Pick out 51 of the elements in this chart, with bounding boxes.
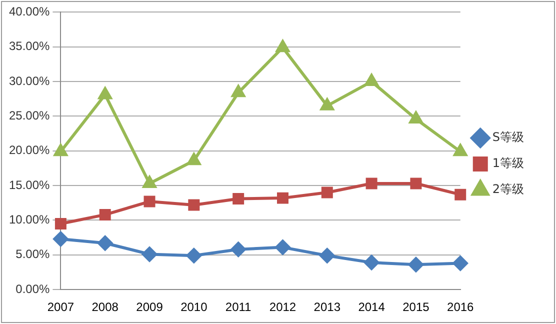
- point: [98, 236, 113, 251]
- point: [452, 256, 468, 271]
- point: [99, 208, 111, 220]
- point: [410, 178, 422, 190]
- x-tick-label: 2008: [92, 300, 119, 314]
- y-tick-label: 15.00%: [8, 178, 50, 192]
- y-tick-label: 0.00%: [16, 282, 50, 296]
- point: [144, 196, 156, 208]
- point: [142, 246, 158, 262]
- point: [276, 40, 290, 52]
- point: [364, 255, 380, 270]
- point: [142, 176, 156, 188]
- x-tick-label: 2010: [180, 300, 208, 314]
- point: [366, 178, 378, 190]
- point: [408, 257, 424, 272]
- point: [187, 153, 201, 166]
- point: [364, 74, 378, 86]
- y-tick-label: 25.00%: [8, 108, 50, 123]
- point: [454, 188, 466, 200]
- x-tick-label: 2012: [269, 300, 296, 314]
- point: [454, 144, 468, 156]
- point: [230, 242, 246, 257]
- x-tick-label: 2011: [225, 300, 252, 314]
- point: [320, 248, 335, 264]
- point: [232, 85, 246, 98]
- point: [232, 193, 244, 204]
- x-tick-label: 2009: [136, 300, 164, 314]
- x-tick-label: 2014: [358, 300, 386, 314]
- y-tick-label: 10.00%: [8, 212, 50, 227]
- x-tick-label: 2016: [447, 300, 474, 314]
- point: [276, 192, 288, 204]
- point: [409, 112, 423, 124]
- y-tick-label: 20.00%: [8, 143, 50, 158]
- y-tick-label: 40.00%: [8, 4, 50, 19]
- legend-label: S等级: [492, 130, 524, 144]
- y-tick-label: 30.00%: [8, 74, 50, 88]
- legend-label: 2等级: [492, 182, 524, 196]
- y-tick-label: 5.00%: [16, 247, 50, 262]
- point: [321, 186, 333, 198]
- x-tick-label: 2007: [47, 300, 74, 314]
- point: [54, 218, 66, 230]
- point: [98, 87, 112, 100]
- point: [320, 98, 334, 110]
- legend-label: 1等级: [492, 156, 524, 170]
- y-tick-label: 35.00%: [8, 39, 50, 54]
- point: [188, 199, 200, 211]
- x-tick-label: 2015: [402, 300, 430, 314]
- point: [53, 231, 68, 246]
- point: [186, 248, 202, 264]
- x-tick-label: 2013: [314, 300, 341, 314]
- point: [275, 240, 290, 255]
